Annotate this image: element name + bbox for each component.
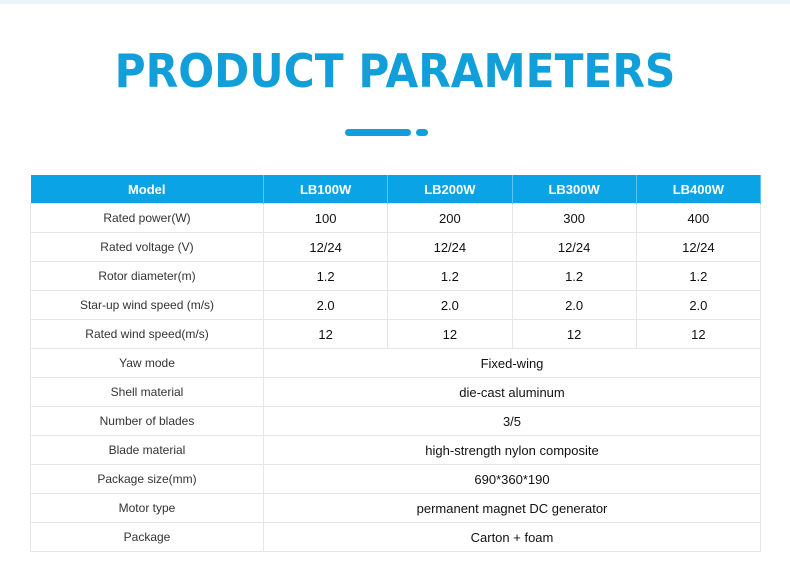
header-cell: LB200W [387,175,513,204]
value-cell: 12 [262,319,389,349]
value-cell: 12/24 [511,232,637,262]
value-cell: high-strength nylon composite [263,435,761,465]
value-cell: 400 [635,203,762,233]
table-row: Rotor diameter(m) 1.2 1.2 1.2 1.2 [30,261,762,291]
header-cell: Model [30,175,264,204]
table-row: Number of blades 3/5 [30,406,761,436]
table-row: Star-up wind speed (m/s) 2.0 2.0 2.0 2.0 [30,290,762,320]
top-bar [0,0,790,4]
row-label: Shell material [30,377,264,407]
row-label: Number of blades [30,406,264,436]
value-cell: 12 [635,319,762,349]
row-label: Rated voltage (V) [30,232,264,262]
row-label: Package size(mm) [30,464,264,494]
header-cell: LB300W [512,175,637,204]
value-cell: 300 [511,203,637,233]
row-label: Star-up wind speed (m/s) [30,290,264,320]
header-cell: LB400W [636,175,762,204]
value-cell: 12/24 [635,232,762,262]
parameters-table: Model LB100W LB200W LB300W LB400W Rated powe… [30,175,762,552]
table-row: Motor type permanent magnet DC generator [30,493,761,523]
table-row: Package Carton + foam [30,522,761,552]
row-label: Motor type [30,493,264,523]
value-cell: 1.2 [387,261,513,291]
row-label: Rated wind speed(m/s) [30,319,264,349]
value-cell: 2.0 [511,290,637,320]
value-cell: 12/24 [262,232,389,262]
table-row: Blade material high-strength nylon compos… [30,435,761,465]
value-cell: permanent magnet DC generator [263,493,761,523]
row-label: Blade material [30,435,264,465]
table-row: Rated wind speed(m/s) 12 12 12 12 [30,319,762,349]
row-label: Rotor diameter(m) [30,261,264,291]
value-cell: 1.2 [511,261,637,291]
title-underline [345,129,411,136]
value-cell: 1.2 [262,261,389,291]
value-cell: Fixed-wing [263,348,761,378]
value-cell: 3/5 [263,406,761,436]
value-cell: 100 [262,203,389,233]
table-row: Yaw mode Fixed-wing [30,348,761,378]
header-cell: LB100W [263,175,389,204]
value-cell: 200 [387,203,513,233]
value-cell: 2.0 [262,290,389,320]
value-cell: 1.2 [635,261,762,291]
table-header-row: Model LB100W LB200W LB300W LB400W [30,175,762,204]
value-cell: Carton + foam [263,522,761,552]
value-cell: die-cast aluminum [263,377,761,407]
value-cell: 690*360*190 [263,464,761,494]
value-cell: 12 [387,319,513,349]
value-cell: 2.0 [635,290,762,320]
title-underline-dot [416,129,428,136]
table-row: Rated voltage (V) 12/24 12/24 12/24 12/24 [30,232,762,262]
row-label: Rated power(W) [30,203,264,233]
row-label: Package [30,522,264,552]
table-row: Rated power(W) 100 200 300 400 [30,203,762,233]
page-title: PRODUCT PARAMETERS [114,44,676,98]
value-cell: 12 [511,319,637,349]
value-cell: 12/24 [387,232,513,262]
table-row: Package size(mm) 690*360*190 [30,464,761,494]
value-cell: 2.0 [387,290,513,320]
row-label: Yaw mode [30,348,264,378]
table-row: Shell material die-cast aluminum [30,377,761,407]
